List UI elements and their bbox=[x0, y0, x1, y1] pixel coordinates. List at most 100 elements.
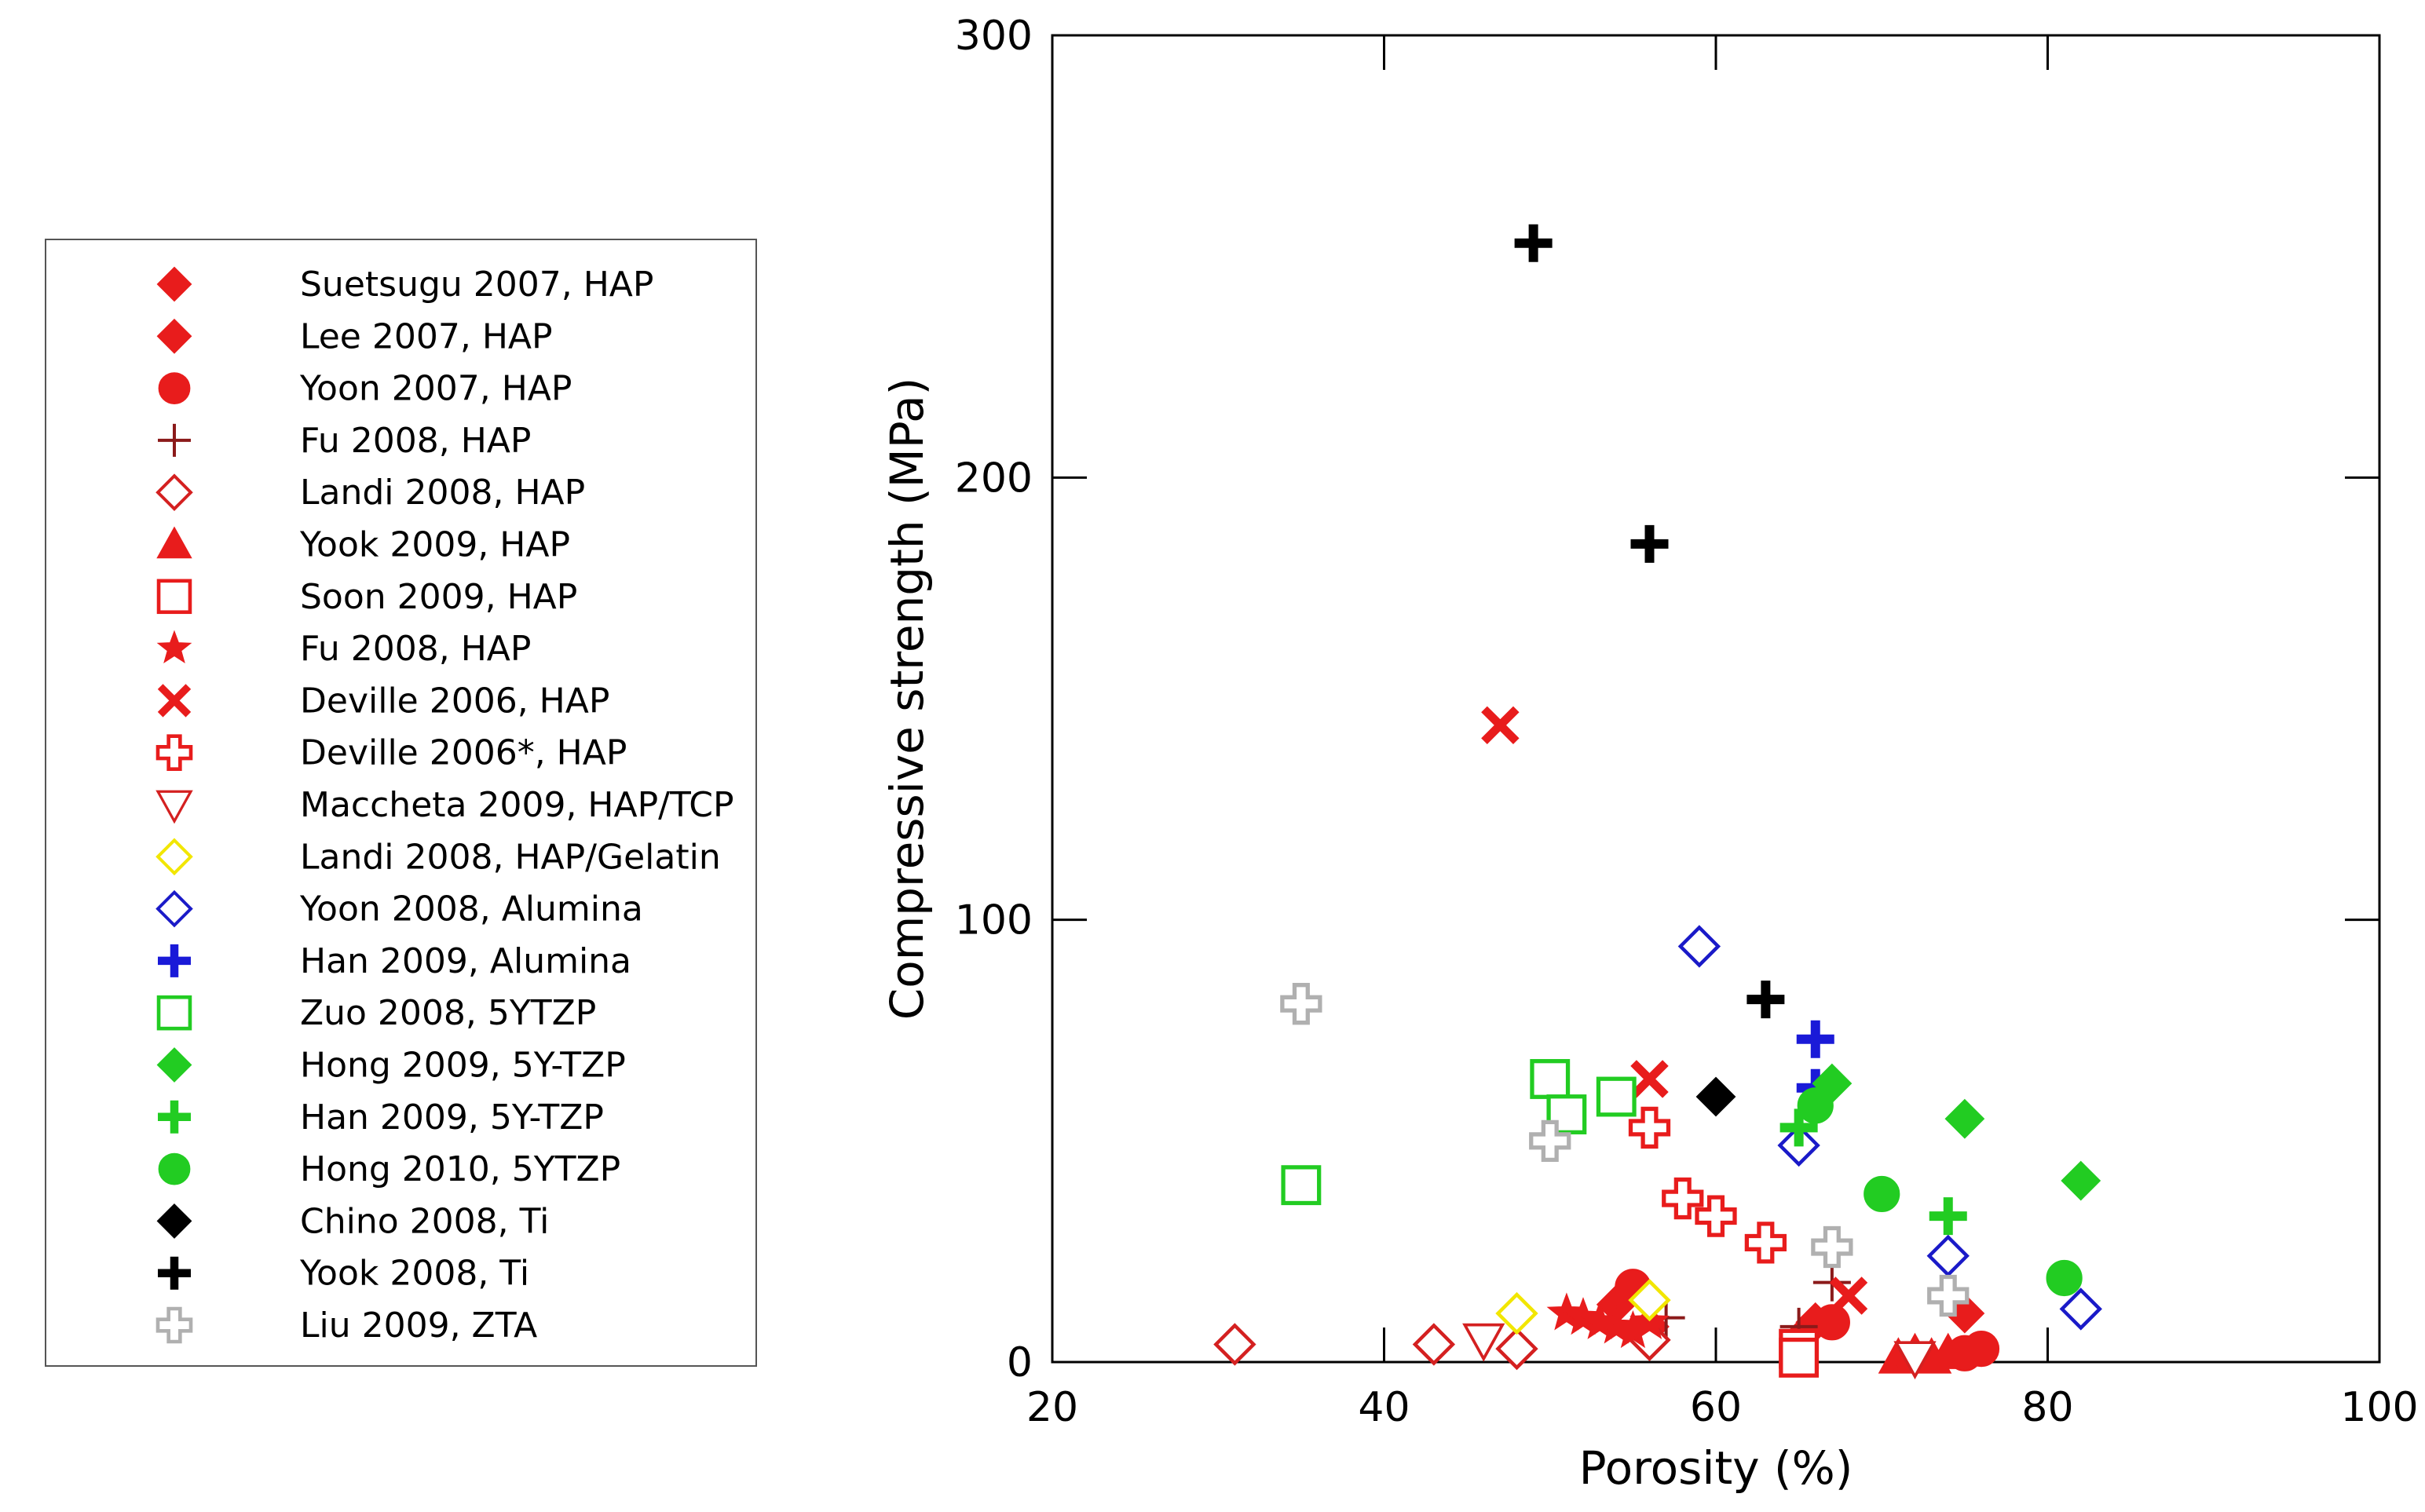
legend: Suetsugu 2007, HAP Lee 2007, HAP Yoon 2007… bbox=[155, 265, 734, 1346]
series-18 bbox=[1695, 1076, 1736, 1117]
data-point bbox=[1695, 1076, 1736, 1117]
data-point bbox=[2046, 1259, 2083, 1297]
series-19 bbox=[1514, 224, 1785, 1019]
data-point bbox=[1927, 1274, 1970, 1317]
legend-label: Fu 2008, HAP bbox=[300, 629, 531, 669]
data-point bbox=[1864, 1175, 1900, 1213]
series-15 bbox=[1812, 1063, 2101, 1201]
data-point bbox=[1779, 1108, 1818, 1147]
legend-marker bbox=[158, 1256, 191, 1290]
legend-label: Deville 2006, HAP bbox=[300, 681, 609, 721]
data-point bbox=[1630, 1060, 1669, 1098]
data-point bbox=[1481, 706, 1520, 745]
series-12 bbox=[1677, 925, 2102, 1331]
legend-marker bbox=[156, 630, 192, 664]
legend-label: Fu 2008, HAP bbox=[300, 421, 531, 461]
legend-marker bbox=[156, 1203, 192, 1239]
series-20 bbox=[1280, 983, 1970, 1317]
data-point bbox=[1695, 1195, 1737, 1237]
data-point bbox=[1796, 1020, 1834, 1058]
legend-label: Yoon 2008, Alumina bbox=[299, 889, 643, 929]
legend-label: Landi 2008, HAP bbox=[300, 473, 585, 513]
legend-marker bbox=[156, 526, 192, 559]
legend-label: Han 2009, 5Y-TZP bbox=[300, 1097, 604, 1138]
legend-label: Liu 2009, ZTA bbox=[300, 1306, 537, 1346]
legend-marker bbox=[156, 579, 192, 615]
series-6 bbox=[1779, 1328, 1820, 1378]
data-point bbox=[1747, 981, 1785, 1019]
plot-markers bbox=[1213, 224, 2102, 1380]
axis-ticks: 20 40 60 80 100 0 100 200 300 bbox=[955, 13, 2419, 1431]
x-tick-label: 20 bbox=[1026, 1384, 1078, 1431]
legend-marker bbox=[156, 995, 192, 1031]
plot-frame bbox=[1051, 34, 2381, 1364]
series-10 bbox=[1462, 1323, 1937, 1380]
x-tick-label: 40 bbox=[1358, 1384, 1410, 1431]
y-tick-label: 0 bbox=[1007, 1339, 1033, 1386]
data-point bbox=[1213, 1323, 1256, 1366]
data-point bbox=[1928, 1332, 1969, 1369]
legend-label: Soon 2009, HAP bbox=[300, 577, 577, 617]
legend-label: Zuo 2008, 5YTZP bbox=[300, 993, 596, 1033]
data-point bbox=[1744, 1222, 1787, 1264]
x-axis-label: Porosity (%) bbox=[1579, 1441, 1853, 1495]
series-14 bbox=[1281, 1059, 1637, 1206]
data-point bbox=[1514, 224, 1553, 262]
legend-label: Yook 2008, Ti bbox=[299, 1254, 529, 1294]
data-point bbox=[1630, 524, 1669, 563]
data-point bbox=[2061, 1160, 2101, 1201]
data-point bbox=[1628, 1278, 1671, 1322]
legend-marker bbox=[158, 1100, 191, 1134]
data-point bbox=[1797, 1087, 1834, 1124]
legend-label: Yoon 2007, HAP bbox=[299, 369, 572, 409]
series-8 bbox=[1481, 706, 1868, 1315]
data-point bbox=[1893, 1341, 1937, 1380]
data-point bbox=[1281, 1165, 1322, 1206]
x-tick-label: 60 bbox=[1690, 1384, 1742, 1431]
legend-label: Hong 2009, 5Y-TZP bbox=[300, 1046, 626, 1086]
data-point bbox=[2059, 1287, 2102, 1331]
data-point bbox=[1829, 1276, 1868, 1315]
legend-marker bbox=[155, 734, 193, 772]
series-9 bbox=[1628, 1106, 1787, 1264]
data-point bbox=[1462, 1323, 1505, 1362]
legend-label: Hong 2010, 5YTZP bbox=[300, 1149, 620, 1189]
data-point bbox=[1412, 1323, 1456, 1366]
legend-label: Lee 2007, HAP bbox=[300, 316, 553, 356]
data-point bbox=[1779, 1337, 1820, 1378]
data-point bbox=[1677, 925, 1721, 968]
legend-marker bbox=[157, 684, 192, 718]
y-tick-label: 100 bbox=[955, 897, 1033, 944]
legend-marker bbox=[156, 266, 192, 302]
data-point bbox=[1596, 1076, 1637, 1117]
series-11 bbox=[1495, 1278, 1671, 1335]
data-point bbox=[1811, 1225, 1853, 1269]
data-point bbox=[1926, 1234, 1970, 1277]
data-point bbox=[1944, 1098, 1985, 1139]
legend-label: Yook 2009, HAP bbox=[299, 525, 570, 565]
y-tick-label: 200 bbox=[955, 455, 1033, 502]
legend-marker bbox=[155, 473, 193, 511]
legend-label: Maccheta 2009, HAP/TCP bbox=[300, 785, 734, 825]
legend-marker bbox=[155, 790, 193, 824]
data-point bbox=[1662, 1177, 1704, 1220]
series-16 bbox=[1779, 1108, 1967, 1236]
data-point bbox=[1813, 1304, 1850, 1341]
y-axis-label: Compressive strength (MPa) bbox=[880, 378, 934, 1021]
data-point bbox=[1495, 1327, 1538, 1371]
x-tick-label: 80 bbox=[2021, 1384, 2073, 1431]
legend-label: Landi 2008, HAP/Gelatin bbox=[300, 837, 721, 877]
x-tick-label: 100 bbox=[2340, 1384, 2418, 1431]
legend-marker bbox=[155, 838, 193, 876]
legend-marker bbox=[158, 1152, 191, 1185]
legend-label: Deville 2006*, HAP bbox=[300, 733, 627, 773]
legend-marker bbox=[158, 423, 191, 457]
legend-marker bbox=[158, 944, 191, 977]
legend-marker bbox=[155, 1306, 193, 1344]
legend-marker bbox=[156, 318, 192, 354]
data-point bbox=[1495, 1291, 1538, 1335]
legend-label: Suetsugu 2007, HAP bbox=[300, 265, 653, 305]
y-tick-label: 300 bbox=[955, 13, 1033, 60]
legend-marker bbox=[155, 889, 193, 928]
